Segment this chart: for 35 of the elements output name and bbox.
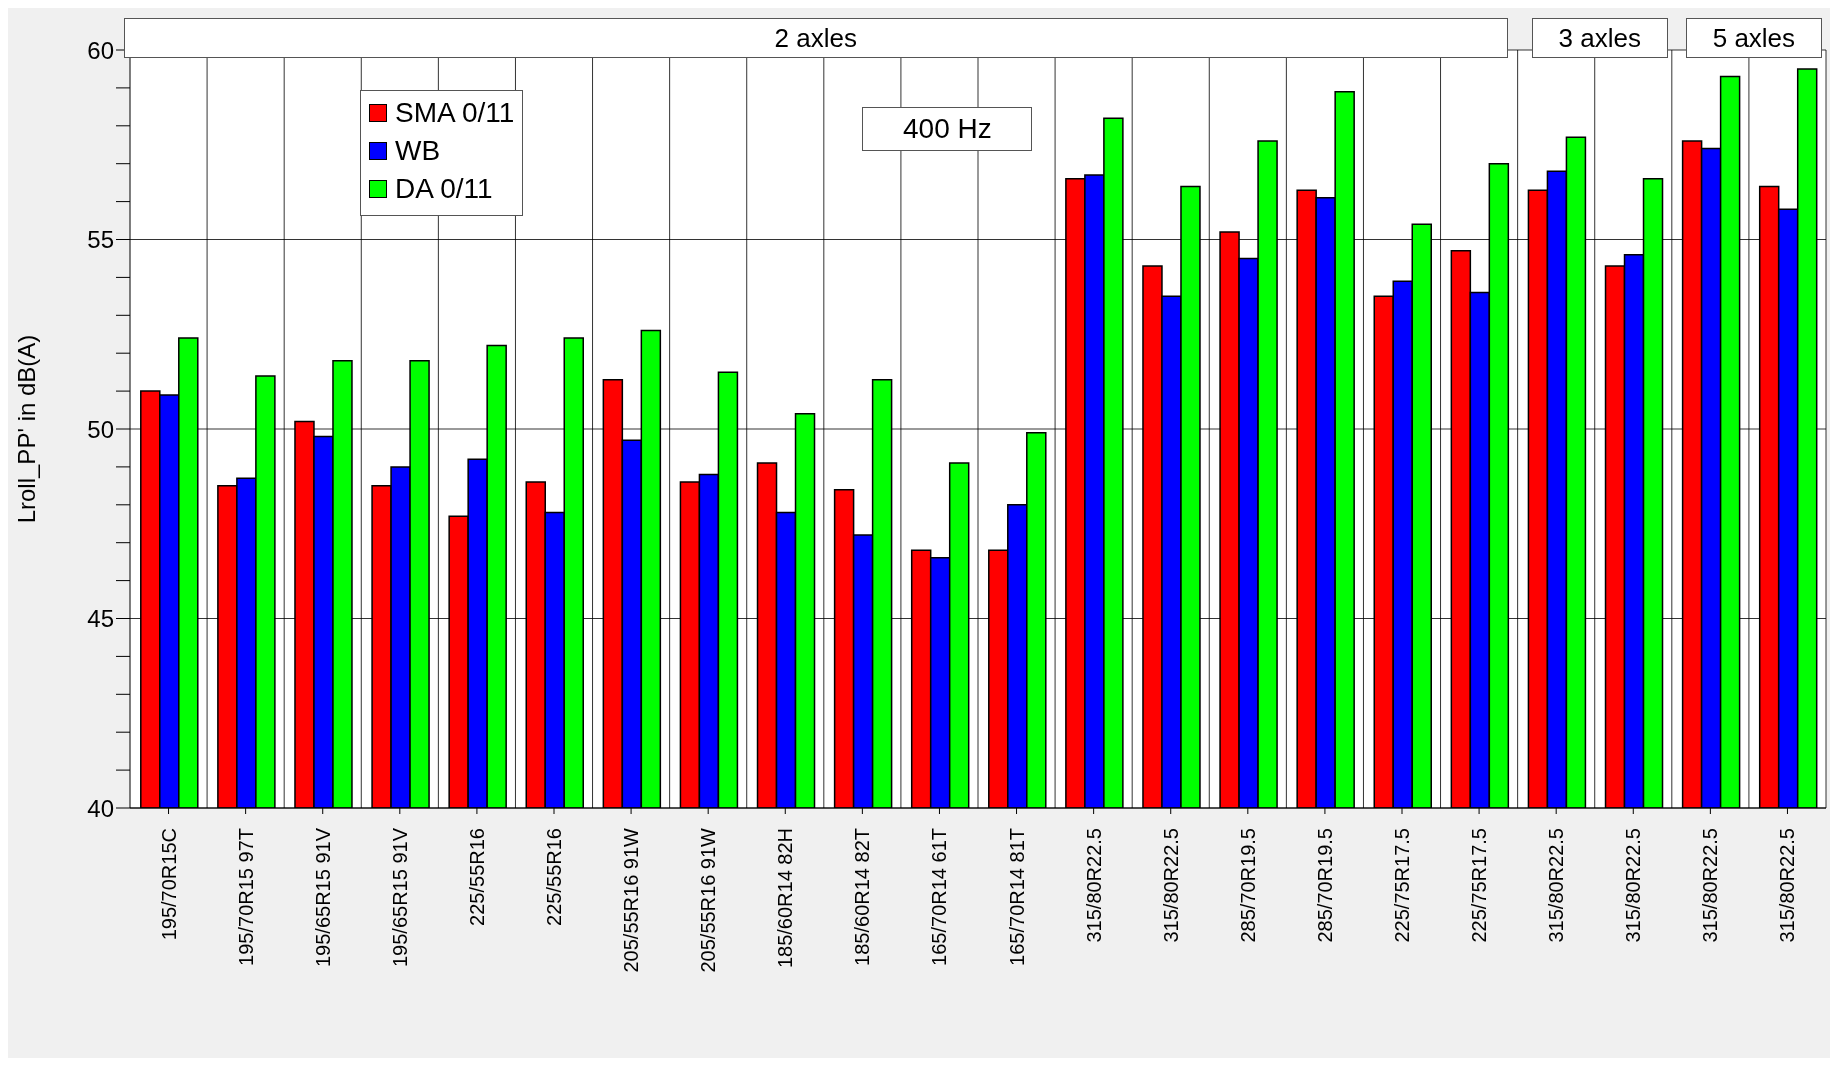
- legend-label: SMA 0/11: [395, 97, 515, 129]
- x-tick-label: 195/70R15 97T: [234, 828, 257, 966]
- header-label-box: 2 axles: [124, 18, 1508, 58]
- x-tick-label: 315/80R22.5: [1159, 828, 1182, 943]
- x-tick-label: 205/55R16 91W: [620, 827, 643, 973]
- x-tick-label: 195/70R15C: [157, 828, 180, 941]
- legend-label: DA 0/11: [395, 173, 493, 205]
- y-tick-label: 45: [87, 605, 114, 633]
- x-tick-label: 225/55R16: [465, 828, 488, 926]
- x-tick-label: 205/55R16 91W: [697, 827, 720, 973]
- x-tick-label: 195/65R15 91V: [388, 827, 411, 968]
- x-tick-label: 185/60R14 82H: [774, 828, 797, 969]
- legend-label: WB: [395, 135, 441, 167]
- x-tick-label: 285/70R19.5: [1313, 828, 1336, 943]
- x-tick-label: 225/75R17.5: [1391, 828, 1413, 943]
- x-tick-label: 165/70R14 81T: [1005, 828, 1028, 966]
- x-tick-label: 165/70R14 61T: [928, 828, 951, 966]
- y-axis-title: Lroll_PP' in dB(A): [12, 334, 40, 524]
- x-tick-label: 315/80R22.5: [1082, 828, 1105, 943]
- note-label-box: 400 Hz: [862, 107, 1033, 151]
- y-tick-label: 40: [87, 794, 114, 822]
- x-tick-label: 285/70R19.5: [1236, 828, 1259, 943]
- header-label-box: 3 axles: [1531, 18, 1668, 58]
- x-tick-label: 225/55R16: [543, 828, 565, 926]
- header-label-box: 5 axles: [1685, 18, 1822, 58]
- y-tick-label: 60: [87, 36, 114, 64]
- x-tick-label: 315/80R22.5: [1545, 828, 1568, 943]
- x-tick-label: 195/65R15 91V: [311, 827, 334, 968]
- x-tick-label: 315/80R22.5: [1622, 828, 1645, 943]
- x-tick-label: 185/60R14 82T: [851, 828, 874, 966]
- x-tick-label: 315/80R22.5: [1776, 828, 1799, 943]
- y-tick-label: 50: [87, 415, 114, 443]
- x-tick-label: 315/80R22.5: [1699, 828, 1722, 943]
- y-tick-label: 55: [87, 226, 114, 254]
- x-tick-label: 225/75R17.5: [1468, 828, 1491, 943]
